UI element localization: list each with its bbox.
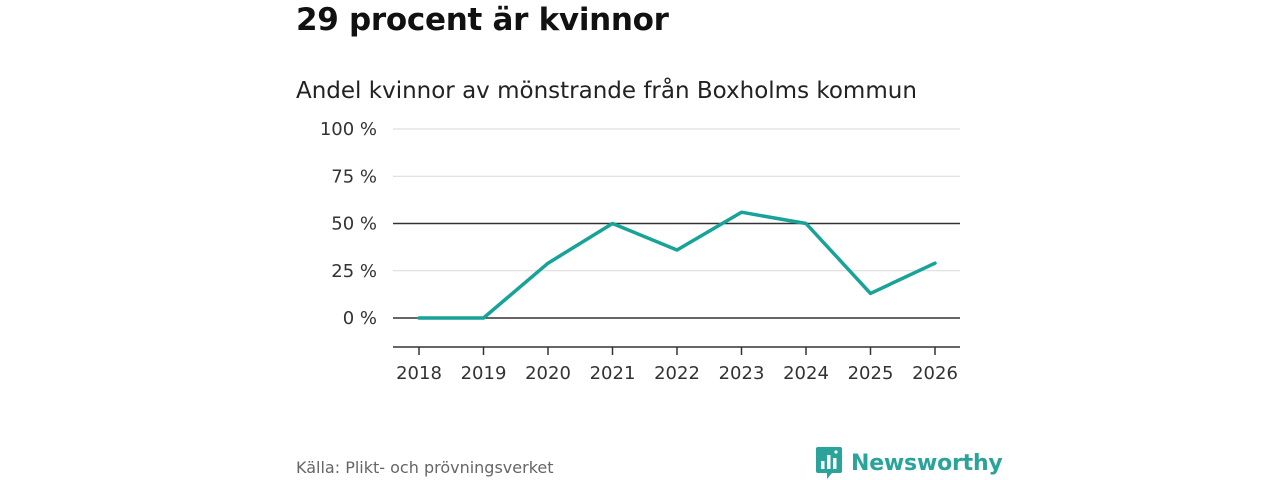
y-tick-label: 100 % [320,119,377,140]
x-tick-label: 2025 [848,363,894,384]
chart-title: Andel kvinnor av mönstrande från Boxholm… [296,78,917,104]
x-tick-label: 2023 [719,363,765,384]
x-tick-label: 2019 [461,363,507,384]
x-tick-label: 2020 [525,363,571,384]
x-tick-label: 2026 [912,363,958,384]
series-line [417,210,937,320]
x-axis-labels: 2018 2019 2020 2021 2022 2023 2024 2025 2026 [396,363,958,384]
brand-name: Newsworthy [851,450,1003,476]
y-tick-label: 25 % [331,261,377,282]
y-tick-label: 50 % [331,214,377,235]
x-tick-label: 2024 [783,363,829,384]
y-axis-labels: 0 % 25 % 50 % 75 % 100 % [320,119,377,329]
brand-logo: Newsworthy [815,446,1003,480]
y-tick-label: 0 % [343,308,377,329]
x-tick-label: 2018 [396,363,442,384]
source-note: Källa: Plikt- och prövningsverket [296,458,554,477]
x-axis [393,346,960,355]
line-chart: 0 % 25 % 50 % 75 % 100 % 2018 2019 2020 2021 202… [320,119,960,384]
x-tick-label: 2021 [590,363,636,384]
x-tick-label: 2022 [654,363,700,384]
y-tick-label: 75 % [331,166,377,187]
headline: 29 procent är kvinnor [296,2,669,38]
series-lines [417,210,937,320]
gridlines [393,128,960,319]
newsworthy-logo-icon [816,447,842,479]
